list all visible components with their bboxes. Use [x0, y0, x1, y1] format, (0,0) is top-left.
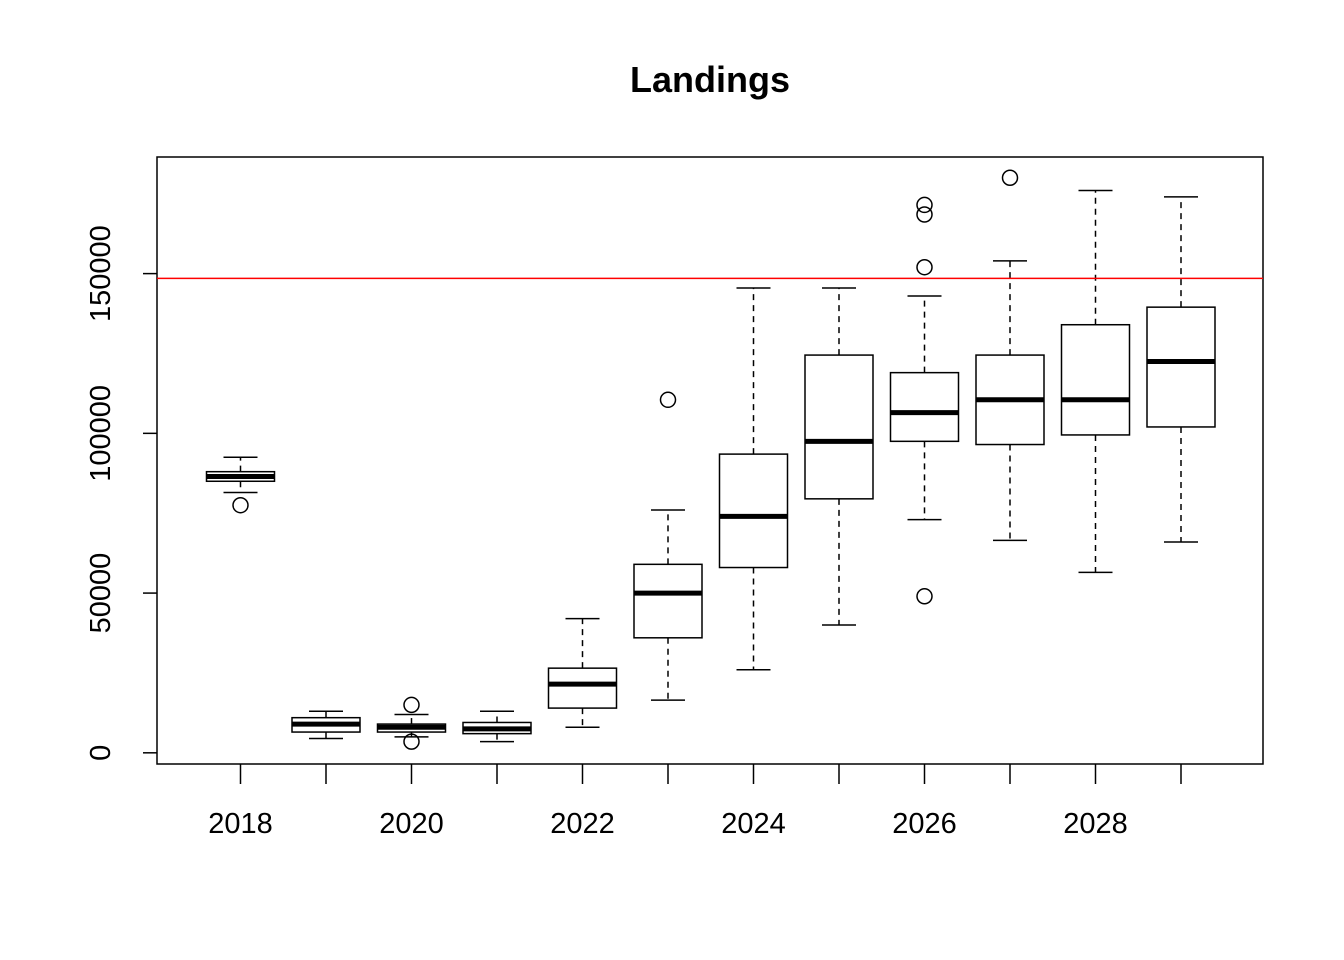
outlier-point — [232, 496, 249, 514]
outlier-point — [659, 391, 677, 409]
x-tick-label: 2028 — [1063, 808, 1128, 840]
x-tick-label: 2018 — [208, 808, 273, 840]
x-tick-label: 2026 — [892, 808, 957, 840]
box-iqr — [633, 563, 703, 639]
y-tick-label: 0 — [85, 745, 117, 761]
outlier-point — [1001, 169, 1019, 187]
y-tick-label: 100000 — [85, 385, 117, 482]
x-tick-label: 2022 — [550, 808, 615, 840]
box-iqr — [718, 453, 789, 569]
plot-frame — [156, 156, 1264, 765]
box-iqr — [804, 354, 874, 500]
box-iqr — [889, 371, 960, 443]
x-tick-label: 2024 — [721, 808, 786, 840]
plot-area: 0 50000 100000 150000 2018 2020 2022 2024 2026 20… — [85, 156, 1264, 840]
box-iqr — [1060, 323, 1131, 436]
outlier-point — [916, 206, 933, 223]
box-iqr — [547, 667, 618, 709]
outlier-point — [403, 696, 420, 714]
y-tick-label: 50000 — [85, 553, 117, 634]
outlier-point — [916, 258, 933, 276]
outlier-point — [403, 733, 420, 750]
outlier-point — [916, 588, 933, 605]
box-iqr — [1146, 306, 1216, 428]
outlier-point — [916, 196, 933, 214]
x-tick-label: 2020 — [379, 808, 444, 840]
chart-title: Landings — [630, 59, 790, 100]
y-tick-label: 150000 — [85, 225, 117, 322]
